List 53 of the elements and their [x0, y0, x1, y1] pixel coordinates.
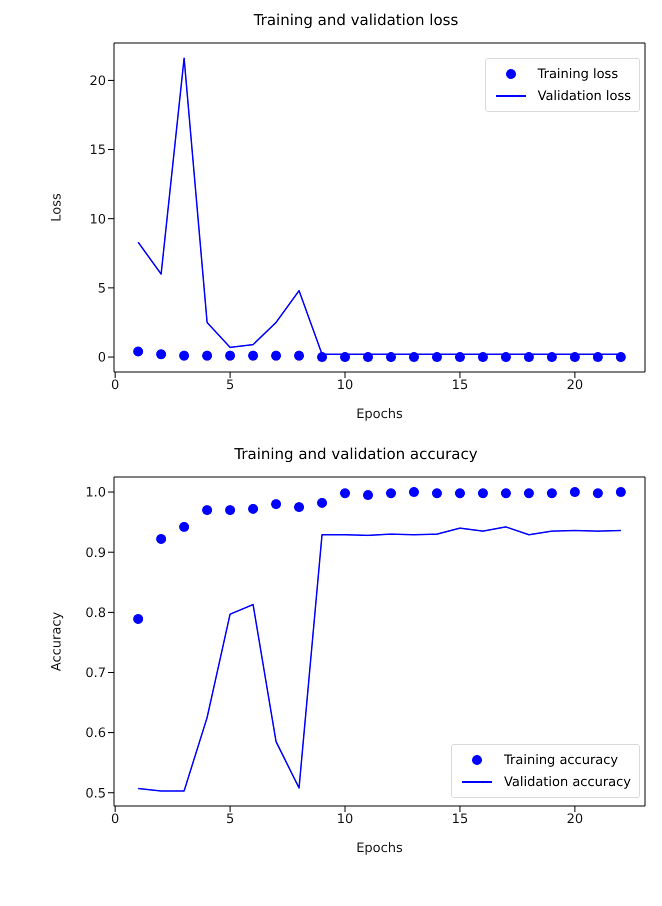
- point: [432, 488, 442, 498]
- y-tick-label: 0.7: [85, 666, 106, 682]
- x-tick-label: 5: [226, 812, 234, 828]
- x-tick-label: 15: [452, 378, 468, 394]
- point: [271, 499, 282, 510]
- point: [386, 488, 396, 498]
- x-tick-label: 0: [111, 378, 120, 394]
- point: [570, 487, 580, 498]
- y-tick-label: 5: [98, 281, 106, 296]
- y-tick-label: 0.8: [85, 606, 106, 621]
- y-tick-label: 0.6: [85, 726, 106, 742]
- point: [340, 488, 350, 498]
- legend-label: Training loss: [538, 66, 618, 82]
- point: [248, 504, 258, 514]
- point: [294, 502, 304, 512]
- chart-title: Training and validation accuracy: [233, 444, 479, 465]
- x-axis-title: Epochs: [356, 841, 404, 856]
- x-tick-label: 5: [226, 378, 234, 394]
- legend-label: Validation loss: [538, 88, 631, 104]
- point: [408, 487, 419, 498]
- x-tick-label: 20: [566, 812, 584, 828]
- y-tick-label: 0.5: [85, 786, 106, 802]
- legend-label: Training accuracy: [504, 752, 618, 768]
- point: [592, 488, 603, 498]
- y-tick-label: 15: [89, 143, 106, 158]
- y-axis-title: Loss: [50, 193, 65, 222]
- y-axis-title: Accuracy: [50, 612, 65, 672]
- point: [179, 522, 190, 532]
- x-tick-label: 20: [566, 378, 584, 394]
- point: [133, 614, 144, 624]
- point: [363, 490, 374, 500]
- point: [156, 534, 166, 544]
- point: [546, 488, 557, 498]
- point: [202, 505, 212, 516]
- x-tick-label: 15: [452, 812, 468, 828]
- point: [225, 505, 236, 516]
- chart-title: Training and validation loss: [252, 10, 460, 31]
- y-tick-label: 10: [89, 212, 106, 228]
- x-tick-label: 0: [111, 812, 120, 828]
- y-tick-label: 1.0: [85, 486, 106, 501]
- point: [454, 488, 465, 498]
- point: [478, 488, 488, 498]
- y-tick-label: 0.9: [85, 546, 106, 561]
- point: [524, 488, 534, 498]
- y-tick-label: 20: [89, 74, 106, 89]
- legend-label: Validation accuracy: [504, 774, 631, 790]
- point: [616, 487, 626, 498]
- x-tick-label: 10: [336, 378, 354, 394]
- y-tick-label: 0: [98, 350, 106, 366]
- point: [500, 488, 511, 498]
- x-tick-label: 10: [336, 812, 354, 828]
- point: [317, 498, 328, 508]
- x-axis-title: Epochs: [356, 407, 404, 422]
